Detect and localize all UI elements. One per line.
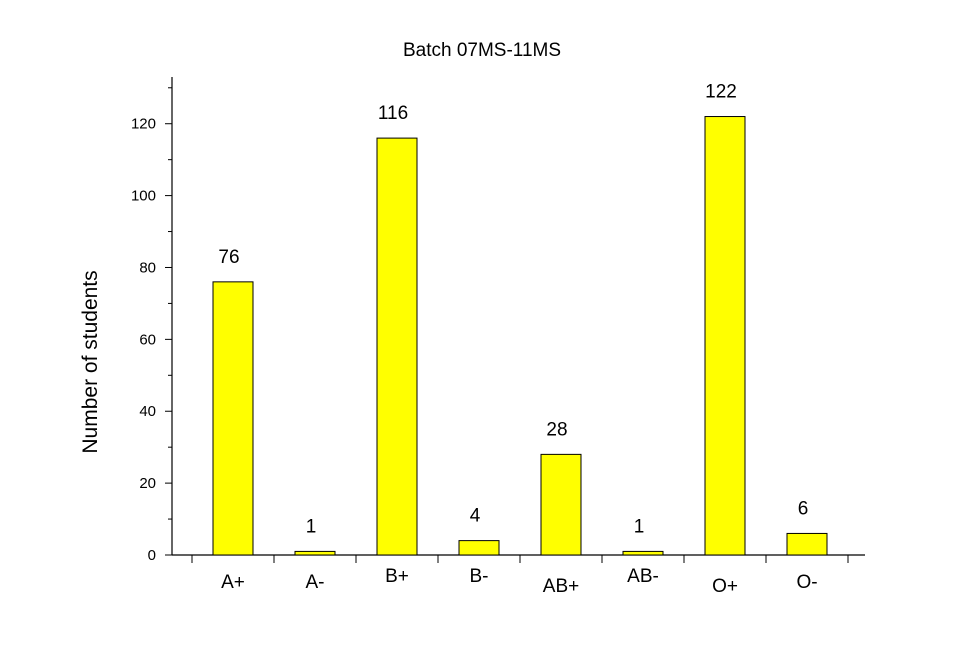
- bar-AB-: [622, 550, 664, 556]
- y-tick-label: 60: [139, 331, 156, 348]
- y-ticks: 0 20 40 60 80 100 120: [131, 87, 172, 564]
- x-tick-label: A-: [306, 572, 325, 593]
- data-labels: 76 1 116 4 28 1 122 6: [218, 82, 808, 538]
- bar-O+: [704, 116, 746, 556]
- bar-A+: [212, 281, 254, 556]
- x-tick-label: O-: [796, 572, 817, 593]
- bar-A-: [294, 550, 336, 556]
- x-tick-label: B-: [470, 566, 489, 587]
- y-tick-label: 120: [131, 116, 156, 133]
- y-tick-label: 80: [139, 259, 156, 276]
- x-tick-label: O+: [712, 576, 738, 597]
- bar-B+: [376, 137, 418, 556]
- x-tick-labels: A+ A- B+ B- AB+ AB- O+ O-: [221, 566, 817, 597]
- data-label: 6: [798, 498, 809, 519]
- y-tick-label: 40: [139, 403, 156, 420]
- x-tick-label: B+: [385, 566, 409, 587]
- data-label: 116: [378, 103, 408, 124]
- chart-title: Batch 07MS-11MS: [403, 40, 561, 61]
- y-tick-label: 0: [148, 547, 156, 564]
- y-axis-label: Number of students: [79, 270, 102, 453]
- data-label: 1: [306, 516, 317, 537]
- data-label: 1: [634, 516, 645, 537]
- bars: [212, 116, 828, 556]
- x-ticks: [191, 555, 849, 563]
- data-label: 122: [705, 82, 737, 103]
- bar-B-: [458, 540, 500, 556]
- x-tick-label: A+: [221, 572, 245, 593]
- data-label: 4: [470, 506, 481, 527]
- data-label: 76: [218, 247, 239, 268]
- x-tick-label: AB+: [543, 576, 579, 597]
- x-tick-label: AB-: [627, 566, 659, 587]
- bar-O-: [786, 532, 828, 556]
- y-tick-label: 20: [139, 475, 156, 492]
- y-tick-label: 100: [131, 188, 156, 205]
- data-label: 28: [546, 419, 567, 440]
- bar-AB+: [540, 453, 582, 556]
